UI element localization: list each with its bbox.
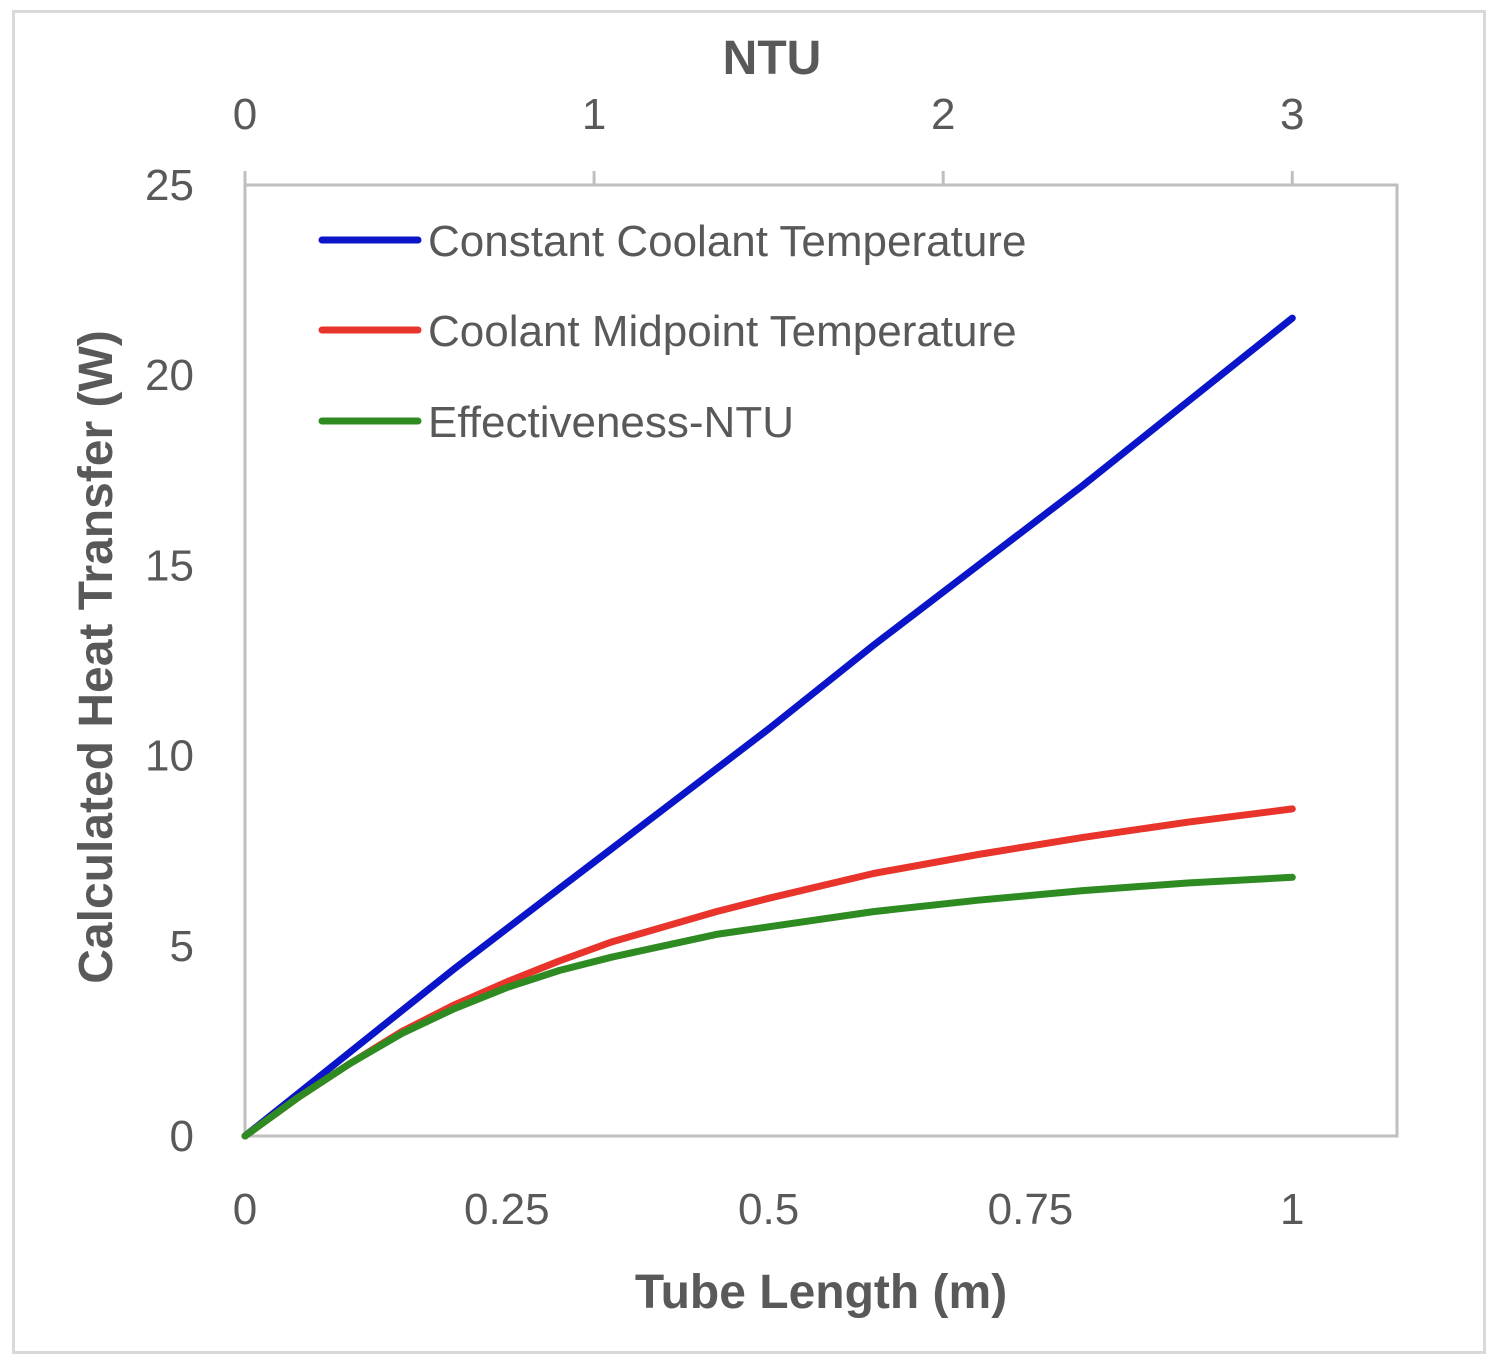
x2-tick-label: 0 [233, 90, 257, 139]
plot-area [243, 183, 1399, 1138]
y-tick-label: 0 [170, 1112, 194, 1161]
y-tick-label: 25 [145, 161, 194, 210]
legend-label: Coolant Midpoint Temperature [428, 307, 1017, 356]
y-axis-title: Calculated Heat Transfer (W) [70, 330, 123, 983]
x2-tick-label: 2 [931, 90, 955, 139]
x-axis-title: Tube Length (m) [635, 1266, 1007, 1319]
y-tick-label: 15 [145, 541, 194, 590]
x-tick-label: 1 [1280, 1185, 1304, 1234]
secondary-x-axis-title: NTU [723, 32, 822, 85]
series-line-1 [241, 314, 1296, 1140]
plot-border [243, 183, 1399, 1138]
series-line-3 [241, 873, 1296, 1140]
legend-label: Constant Coolant Temperature [428, 217, 1026, 266]
x-tick-label: 0.5 [738, 1185, 799, 1234]
series-layer [241, 314, 1296, 1140]
x-tick-label: 0.75 [988, 1185, 1074, 1234]
legend: Constant Coolant Temperature Coolant Midp… [318, 217, 1026, 447]
series-line-2 [241, 805, 1296, 1140]
x2-tick-label: 3 [1280, 90, 1304, 139]
y-tick-label: 20 [145, 351, 194, 400]
y-tick-label: 10 [145, 732, 194, 781]
legend-label: Effectiveness-NTU [428, 398, 794, 447]
x-tick-label: 0.25 [464, 1185, 550, 1234]
x-tick-label: 0 [233, 1185, 257, 1234]
y-tick-label: 5 [170, 922, 194, 971]
x2-tick-label: 1 [582, 90, 606, 139]
